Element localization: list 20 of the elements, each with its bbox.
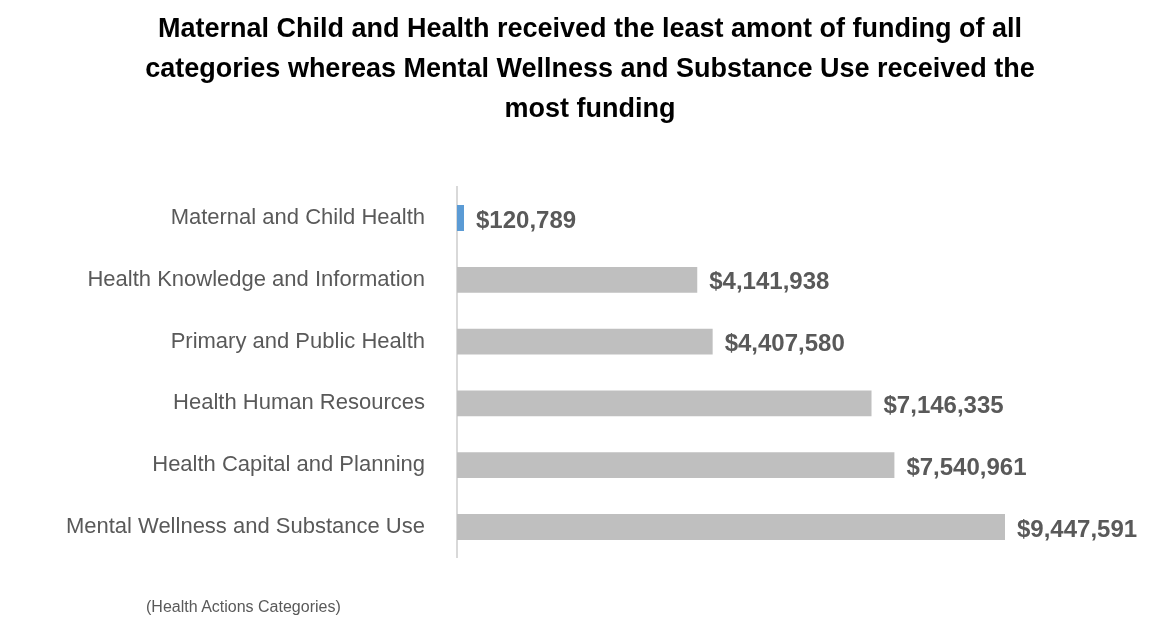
- y-tick-label: Health Knowledge and Information: [87, 265, 425, 291]
- chart-title: Maternal Child and Health received the least amont of funding of all categories whereas Mental Wellness and Substance Use received the most funding: [144, 12, 1036, 125]
- bar: [457, 452, 895, 479]
- bar: [457, 266, 698, 293]
- y-tick-label: Health Human Resources: [173, 389, 425, 415]
- y-axis-title: (Health Actions Categories): [146, 598, 341, 616]
- bar: [457, 513, 1005, 540]
- data-label: $9,447,591: [1017, 514, 1138, 542]
- y-tick-label: Maternal and Child Health: [170, 204, 425, 230]
- bar: [457, 390, 872, 417]
- y-tick-label: Primary and Public Health: [170, 327, 425, 353]
- data-label: $4,407,580: [724, 329, 845, 357]
- data-label: $120,789: [476, 205, 577, 233]
- bar: [457, 205, 465, 232]
- y-tick-label: Mental Wellness and Substance Use: [65, 512, 425, 538]
- y-tick-label: Health Capital and Planning: [152, 451, 425, 477]
- data-label: $4,141,938: [709, 267, 830, 295]
- bar: [457, 328, 713, 355]
- data-label: $7,540,961: [906, 452, 1027, 480]
- data-label: $7,146,335: [883, 391, 1004, 419]
